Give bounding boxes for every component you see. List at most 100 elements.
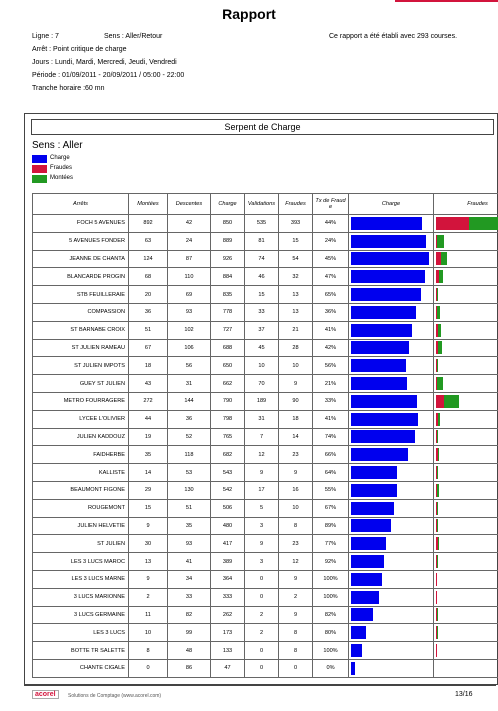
cell: 10: [128, 623, 168, 643]
fraudes-bar: [436, 252, 441, 266]
legend-swatch: [32, 165, 47, 173]
charge-cell: [348, 480, 434, 500]
legend-label: Charge: [50, 155, 70, 161]
stop-name: GUEY ST JULIEN: [32, 374, 129, 393]
cell: 23: [278, 445, 313, 465]
fraudes-cell: [433, 409, 498, 429]
charge-cell: [348, 231, 434, 251]
charge-cell: [348, 267, 434, 287]
charge-cell: [348, 320, 434, 340]
fraudes-bar: [436, 216, 470, 230]
charge-cell: [348, 427, 434, 447]
fraudes-bar: [436, 501, 437, 515]
cell: 31: [244, 409, 279, 429]
cell: 55%: [312, 480, 349, 500]
cell: 99: [167, 623, 211, 643]
table-row: FOCH 5 AVENUES 892 42 850 535 393 44%: [32, 214, 498, 233]
cell: 31: [167, 374, 211, 393]
cell: 0: [128, 658, 168, 678]
charge-cell: [348, 463, 434, 482]
cell: 682: [210, 445, 245, 465]
cell: 34: [167, 569, 211, 589]
fraudes-cell: [433, 552, 498, 571]
charge-cell: [348, 409, 434, 429]
fraudes-cell: [433, 569, 498, 589]
cell: 11: [128, 605, 168, 625]
cell: 389: [210, 552, 245, 571]
stop-name: BLANCARDE PROGIN: [32, 267, 129, 287]
fraudes-cell: [433, 480, 498, 500]
stop-name: ROUGEMONT: [32, 498, 129, 518]
cell: 262: [210, 605, 245, 625]
charge-bar: [351, 661, 355, 675]
validations-bar: [437, 483, 439, 497]
cell: 36%: [312, 302, 349, 322]
cell: 16: [278, 480, 313, 500]
column-header: Fraudes: [433, 193, 498, 215]
note: Ce rapport a été établi avec 293 courses…: [329, 33, 458, 40]
fraudes-cell: [433, 427, 498, 447]
cell: 93: [167, 534, 211, 554]
data-table: Arrêts Montées Descentes Charge Validations F…: [32, 193, 498, 678]
cell: 47: [210, 658, 245, 678]
cell: 765: [210, 427, 245, 447]
cell: 33: [167, 587, 211, 607]
cell: 133: [210, 641, 245, 660]
table-row: COMPASSION 36 93 778 33 13 36%: [32, 302, 498, 322]
charge-bar: [351, 323, 413, 337]
table-row: JULIEN HELVETIE 9 35 480 3 8 89%: [32, 516, 498, 536]
fraudes-cell: [433, 534, 498, 554]
table-row: ST JULIEN 30 93 417 9 23 77%: [32, 534, 498, 554]
cell: 68: [128, 267, 168, 287]
stop-name: JULIEN KADDOUZ: [32, 427, 129, 447]
fraudes-cell: [433, 249, 498, 269]
charge-cell: [348, 214, 434, 233]
validations-bar: [437, 430, 438, 444]
fraudes-cell: [433, 445, 498, 465]
charge-bar: [351, 555, 384, 569]
stop-name: CHANTE CIGALE: [32, 658, 129, 678]
table-row: 5 AVENUES FONDER 63 24 889 81 15 24%: [32, 231, 498, 251]
cell: 542: [210, 480, 245, 500]
cell: 30: [128, 534, 168, 554]
stop-name: ST BARNABE CROIX: [32, 320, 129, 340]
cell: 65%: [312, 285, 349, 304]
table-row: ST BARNABE CROIX 51 102 727 37 21 41%: [32, 320, 498, 340]
tranche: Tranche horaire :60 mn: [32, 85, 105, 92]
cell: 89%: [312, 516, 349, 536]
charge-bar: [351, 252, 429, 266]
top-rule: [395, 0, 498, 2]
cell: 535: [244, 214, 279, 233]
charge-bar: [351, 572, 382, 586]
cell: 15: [128, 498, 168, 518]
cell: 24%: [312, 231, 349, 251]
cell: 87: [167, 249, 211, 269]
stop-name: JEANNE DE CHANTA: [32, 249, 129, 269]
cell: 15: [278, 231, 313, 251]
cell: 56: [167, 356, 211, 376]
cell: 480: [210, 516, 245, 536]
table-row: BOTTE TR SALETTE 8 48 133 0 8 100%: [32, 641, 498, 660]
table-row: ST JULIEN RAMEAU 67 106 688 45 28 42%: [32, 338, 498, 358]
charge-bar: [351, 394, 418, 408]
cell: 14: [128, 463, 168, 482]
validations-bar: [437, 305, 440, 319]
legend-swatch: [32, 155, 47, 163]
fraudes-bar: [436, 270, 439, 284]
cell: 24: [167, 231, 211, 251]
cell: 82%: [312, 605, 349, 625]
charge-bar: [351, 216, 423, 230]
column-header: Charge: [210, 193, 245, 215]
stop-name: FOCH 5 AVENUES: [32, 214, 129, 233]
stop-name: BEAUMONT FIGONE: [32, 480, 129, 500]
table-row: JULIEN KADDOUZ 19 52 765 7 14 74%: [32, 427, 498, 447]
jours: Jours : Lundi, Mardi, Mercredi, Jeudi, V…: [32, 59, 177, 66]
cell: 52: [167, 427, 211, 447]
table-row: STB FEUILLERAIE 20 69 835 15 13 65%: [32, 285, 498, 304]
footer-rule: [24, 685, 496, 686]
cell: 892: [128, 214, 168, 233]
charge-cell: [348, 302, 434, 322]
cell: 798: [210, 409, 245, 429]
cell: 100%: [312, 641, 349, 660]
charge-cell: [348, 391, 434, 411]
